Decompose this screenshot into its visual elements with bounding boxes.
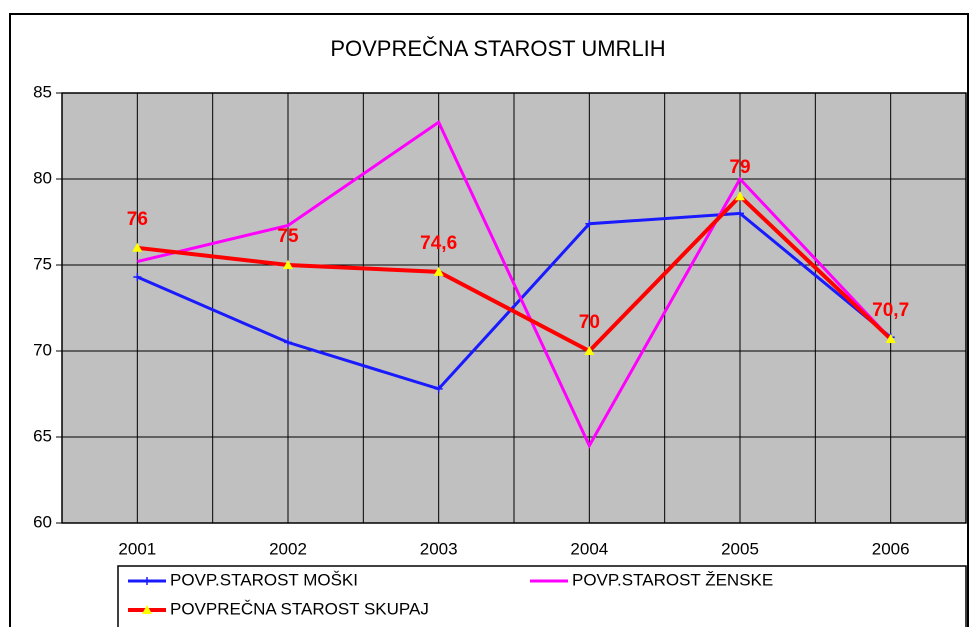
plot-border	[61, 92, 967, 524]
data-label: 70	[579, 312, 600, 333]
y-tick-label: 80	[33, 168, 52, 187]
legend-marker	[142, 605, 152, 614]
y-tick-label: 75	[33, 254, 52, 273]
y-tick-label: 65	[33, 426, 52, 445]
x-tick-label: 2006	[872, 539, 910, 558]
marker	[584, 346, 595, 355]
marker	[736, 209, 744, 218]
chart-title: POVPREČNA STAROST UMRLIH	[330, 36, 665, 61]
legend-label: POVP.STAROST ŽENSKE	[572, 570, 773, 589]
y-tick-label: 60	[33, 512, 52, 531]
data-label: 79	[729, 157, 750, 178]
legend	[117, 565, 967, 627]
legend-marker	[143, 577, 151, 585]
data-label: 70,7	[872, 300, 909, 321]
legend-label: POVPREČNA STAROST SKUPAJ	[170, 599, 429, 618]
series-line	[137, 193, 893, 354]
x-tick-label: 2005	[721, 539, 759, 558]
x-tick-label: 2004	[570, 539, 608, 558]
x-tick-label: 2001	[118, 539, 156, 558]
marker	[585, 219, 594, 228]
marker	[885, 333, 896, 343]
series-line	[136, 211, 892, 391]
x-tick-label: 2003	[420, 539, 458, 558]
data-label: 76	[127, 209, 148, 230]
legend-label: POVP.STAROST MOŠKI	[170, 570, 358, 589]
marker	[434, 384, 443, 393]
data-label: 74,6	[420, 233, 457, 254]
y-tick-label: 85	[33, 82, 52, 101]
marker	[284, 338, 292, 347]
data-label: 75	[277, 226, 299, 247]
marker	[283, 260, 293, 269]
marker	[133, 273, 142, 282]
y-tick-label: 70	[33, 340, 52, 359]
marker	[132, 242, 143, 252]
marker	[433, 266, 444, 276]
x-tick-label: 2002	[269, 539, 307, 558]
series-line	[136, 120, 892, 449]
marker	[735, 191, 745, 201]
